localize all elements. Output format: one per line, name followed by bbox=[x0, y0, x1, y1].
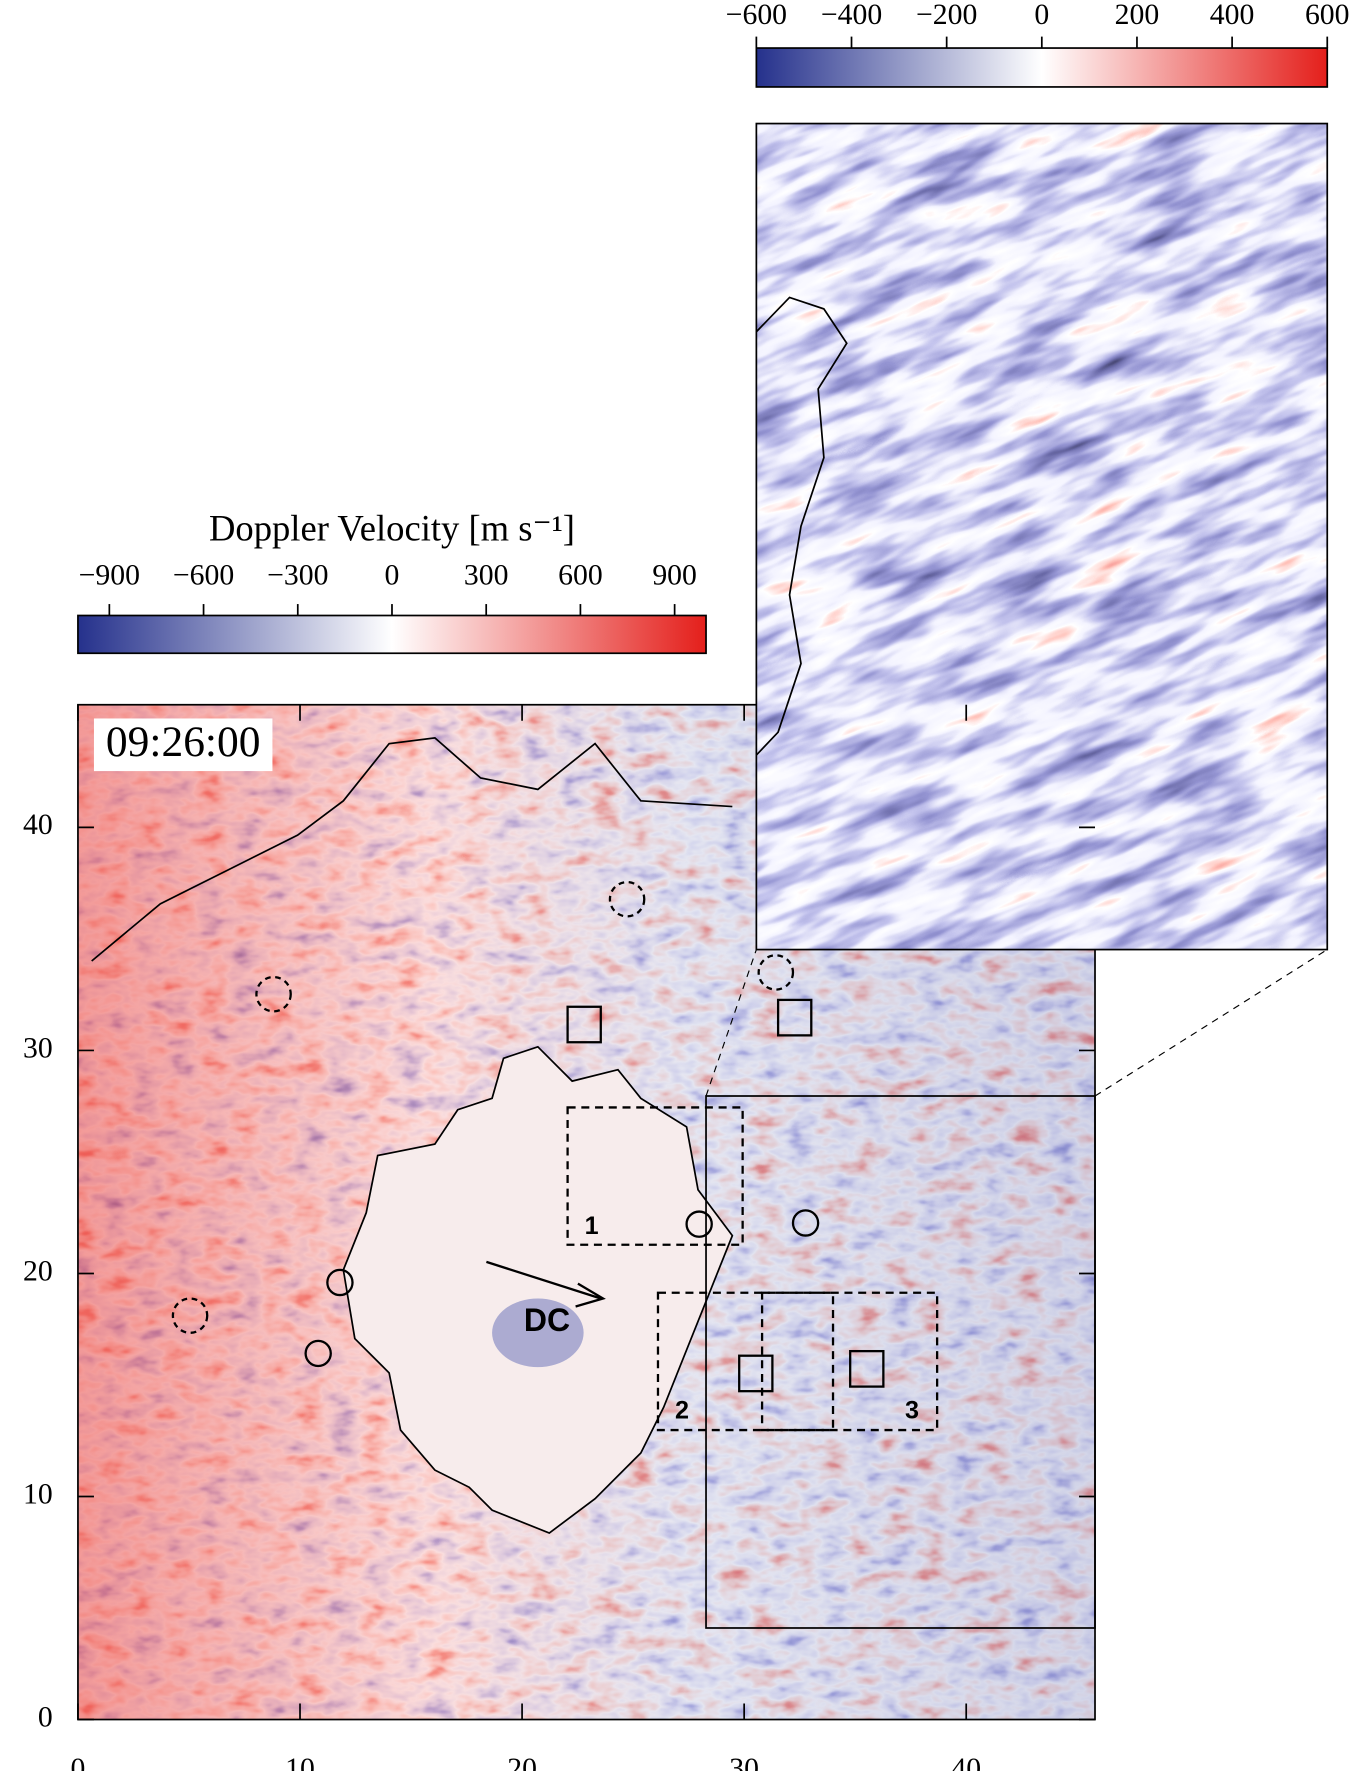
circle-marker bbox=[326, 1268, 354, 1297]
colorbar-tick-label: 400 bbox=[1210, 0, 1255, 31]
square-marker bbox=[566, 1005, 602, 1044]
timestamp-box bbox=[93, 718, 273, 772]
y-tick-label: 0 bbox=[38, 1700, 53, 1733]
colorbar-tick-label: −600 bbox=[726, 0, 787, 31]
colorbar bbox=[755, 47, 1329, 88]
colorbar-tick-label: −200 bbox=[916, 0, 977, 31]
colorbar-tick-label: 900 bbox=[652, 559, 697, 592]
x-tick-label: 30 bbox=[729, 1752, 759, 1771]
colorbar-tick-label: 600 bbox=[558, 559, 603, 592]
contour bbox=[756, 296, 848, 756]
dark-core bbox=[492, 1298, 584, 1368]
arrow bbox=[486, 1260, 602, 1300]
square-marker bbox=[738, 1354, 774, 1393]
annotation: DC bbox=[524, 1302, 570, 1338]
y-tick-label: 10 bbox=[23, 1477, 53, 1510]
y-tick-label: 40 bbox=[23, 808, 53, 841]
colorbar-tick-label: 600 bbox=[1305, 0, 1350, 31]
inset-texture bbox=[756, 123, 1328, 950]
annotations bbox=[171, 880, 939, 1432]
region-box bbox=[566, 1106, 744, 1246]
colorbar-title: Doppler Velocity [m s⁻¹] bbox=[209, 507, 575, 548]
circle-marker bbox=[791, 1209, 820, 1237]
colorbar-tick-label: 200 bbox=[1115, 0, 1160, 31]
x-tick-label: 0 bbox=[71, 1752, 86, 1771]
annotation: 3 bbox=[905, 1396, 919, 1424]
square-marker bbox=[849, 1349, 885, 1388]
circle-marker bbox=[304, 1339, 332, 1368]
square-marker bbox=[776, 998, 813, 1037]
colorbar-tick-label: 0 bbox=[1034, 0, 1049, 31]
y-tick-label: 30 bbox=[23, 1031, 53, 1064]
dashed-circle bbox=[171, 1297, 209, 1334]
dashed-circle bbox=[608, 880, 646, 918]
circle-marker bbox=[685, 1210, 713, 1238]
colorbar-tick-label: −300 bbox=[267, 559, 328, 592]
colorbar bbox=[77, 614, 707, 655]
zoom-box bbox=[705, 1095, 1096, 1629]
zoom-line bbox=[705, 949, 757, 1097]
annotation: 2 bbox=[675, 1396, 689, 1424]
timestamp: 09:26:00 bbox=[106, 718, 261, 766]
contour bbox=[91, 737, 733, 962]
colorbar-tick-label: 300 bbox=[464, 559, 509, 592]
arrow-head bbox=[575, 1282, 606, 1308]
colorbar-tick-label: −600 bbox=[173, 559, 234, 592]
y-tick-label: 20 bbox=[23, 1254, 53, 1287]
x-tick-label: 10 bbox=[285, 1752, 315, 1771]
colorbar-tick-label: 0 bbox=[385, 559, 400, 592]
inset-frame bbox=[755, 122, 1329, 951]
region-box bbox=[760, 1291, 939, 1432]
zoom-line bbox=[1094, 949, 1328, 1097]
region-box bbox=[656, 1291, 835, 1432]
annotation: 1 bbox=[585, 1212, 599, 1240]
colorbar-tick-label: −900 bbox=[79, 559, 140, 592]
dashed-circle bbox=[255, 975, 292, 1013]
x-tick-label: 40 bbox=[951, 1752, 981, 1771]
colorbar-tick-label: −400 bbox=[821, 0, 882, 31]
inset-map bbox=[756, 123, 1328, 950]
x-tick-label: 20 bbox=[507, 1752, 537, 1771]
dashed-circle bbox=[757, 954, 795, 991]
